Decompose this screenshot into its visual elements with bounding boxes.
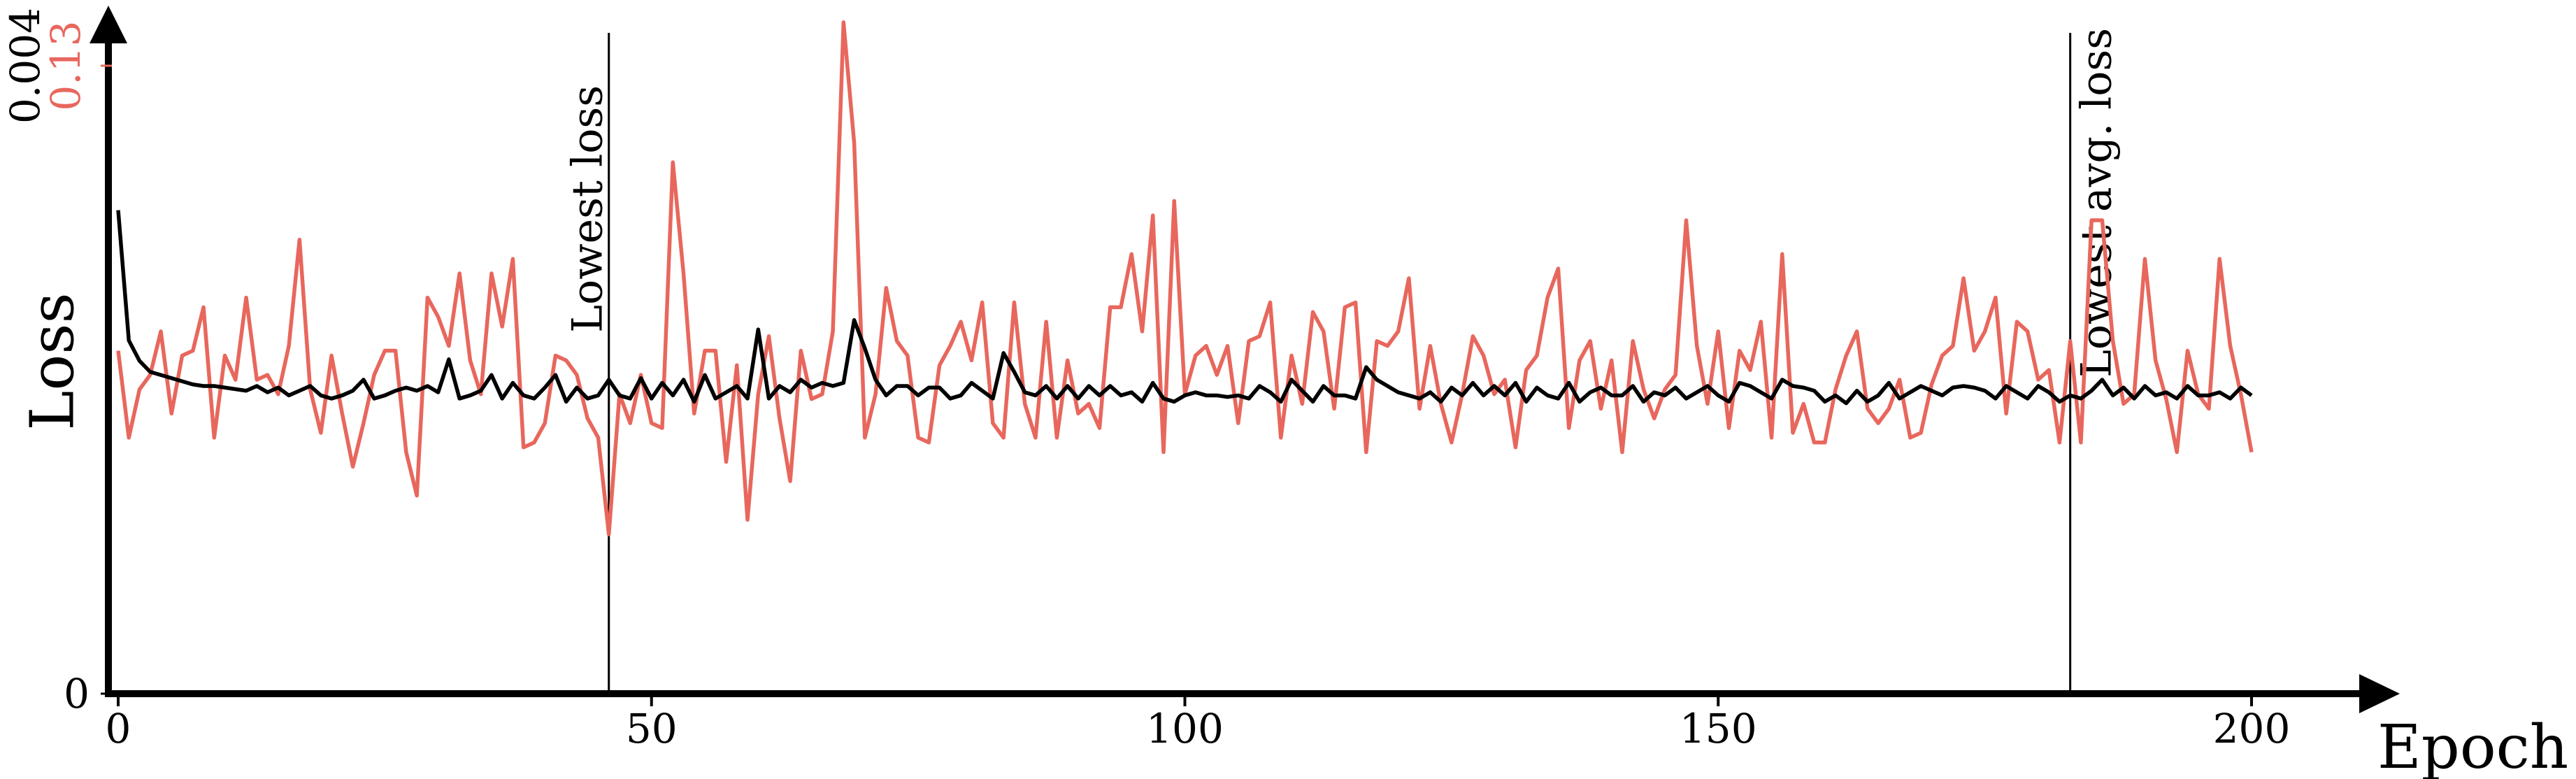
y-axis-arrow — [90, 6, 127, 43]
series-line — [116, 20, 2254, 536]
annotation-label: Lowest loss — [564, 85, 613, 333]
x-tick-label: 0 — [106, 705, 131, 752]
annotation-label: Lowest avg. loss — [2073, 28, 2121, 378]
x-axis-arrow — [2359, 674, 2400, 713]
x-tick-label: 150 — [1680, 705, 1757, 752]
y-axis-label: Loss — [18, 292, 88, 430]
x-tick-label: 100 — [1146, 705, 1224, 752]
x-axis-label: Epoch — [2377, 713, 2568, 779]
y-tick-label: 0.004 — [1, 8, 49, 124]
series-line — [116, 210, 2253, 406]
x-tick-label: 50 — [626, 705, 678, 752]
y-tick-label: 0 — [64, 670, 90, 717]
x-tick-label: 200 — [2213, 705, 2291, 752]
y2-tick-label: 0.13 — [42, 20, 90, 110]
